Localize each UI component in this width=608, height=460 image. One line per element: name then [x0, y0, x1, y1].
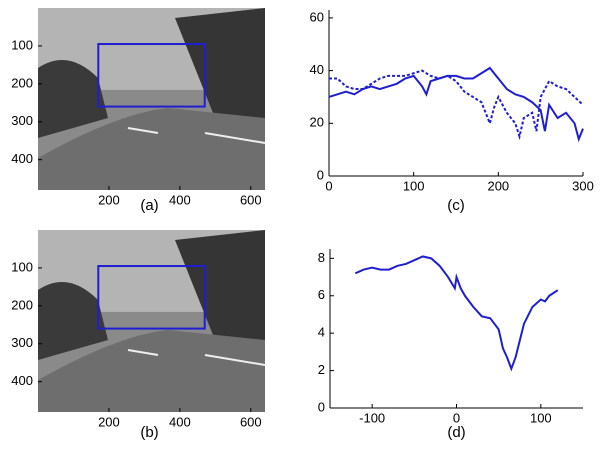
panel-caption: (a): [140, 197, 158, 214]
y-tick-label: 400: [11, 373, 33, 388]
panel-caption: (b): [140, 424, 158, 441]
x-tick-label: 100: [530, 410, 552, 425]
y-tick-label: 300: [11, 113, 33, 128]
x-tick-label: 200: [98, 192, 120, 207]
y-tick-label: 40: [310, 62, 324, 77]
y-tick-label: 200: [11, 75, 33, 90]
x-tick-label: 300: [572, 178, 594, 193]
y-tick-label: 2: [318, 362, 325, 377]
panel-caption: (d): [447, 424, 465, 441]
data-line: [354, 255, 559, 372]
y-tick-label: 100: [11, 259, 33, 274]
road-marking: [204, 132, 266, 144]
y-tick-label: 300: [11, 335, 33, 350]
y-tick-label: 4: [318, 325, 325, 340]
y-tick-label: 0: [318, 399, 325, 414]
roi-box: [97, 265, 206, 330]
y-tick-label: 6: [318, 287, 325, 302]
y-tick-label: 8: [318, 250, 325, 265]
x-tick-label: 600: [240, 192, 262, 207]
x-tick-label: 0: [325, 178, 332, 193]
road-marking: [127, 349, 159, 356]
x-tick-label: -100: [359, 410, 385, 425]
x-tick-label: 400: [169, 414, 191, 429]
photo-road: [38, 108, 265, 190]
x-tick-label: 400: [169, 192, 191, 207]
x-tick-label: 200: [98, 414, 120, 429]
data-line: [329, 69, 584, 141]
road-marking: [204, 354, 266, 366]
y-tick-label: 200: [11, 297, 33, 312]
photo-trees-left: [38, 282, 108, 360]
panel-caption: (c): [447, 197, 465, 214]
roi-box: [97, 43, 206, 108]
x-tick-label: 600: [240, 414, 262, 429]
data-line: [328, 66, 584, 143]
photo-trees-right: [175, 8, 265, 128]
y-tick-label: 100: [11, 37, 33, 52]
x-tick-label: 100: [403, 178, 425, 193]
y-tick-label: 400: [11, 151, 33, 166]
x-tick-label: 0: [453, 410, 460, 425]
y-tick-label: 0: [317, 167, 324, 182]
y-tick-label: 20: [310, 115, 324, 130]
photo-trees-right: [175, 230, 265, 350]
photo-road: [38, 330, 265, 412]
y-tick-label: 60: [310, 9, 324, 24]
photo-trees-left: [38, 60, 108, 138]
road-marking: [127, 127, 159, 134]
x-tick-label: 200: [487, 178, 509, 193]
